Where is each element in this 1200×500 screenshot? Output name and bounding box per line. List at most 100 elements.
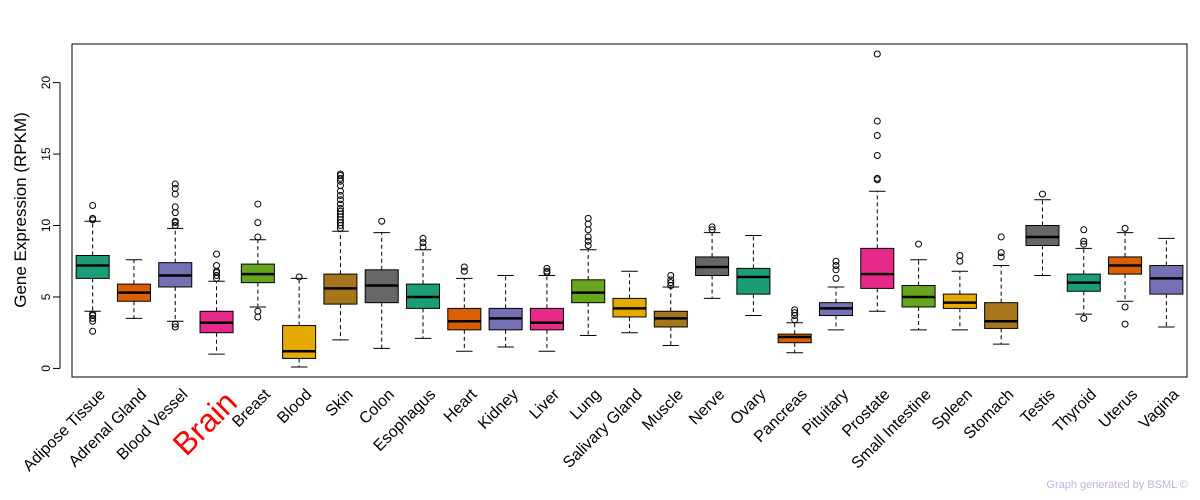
box-salivary-gland — [612, 270, 647, 334]
box-breast — [240, 200, 275, 321]
outlier-point — [1038, 190, 1046, 198]
box-heart — [447, 263, 482, 352]
box-skin — [323, 170, 358, 341]
outlier-point — [89, 310, 97, 318]
outlier-point — [667, 276, 675, 284]
box-brain — [199, 250, 234, 355]
outlier-point — [336, 204, 344, 212]
outlier-point — [336, 207, 344, 215]
box-iqr — [1025, 225, 1060, 247]
outlier-point — [1080, 226, 1088, 234]
outlier-point — [254, 219, 262, 227]
outlier-point — [213, 250, 221, 258]
outlier-point — [1121, 303, 1129, 311]
box-iqr — [736, 267, 771, 295]
outlier-point — [171, 222, 179, 230]
box-liver — [529, 264, 564, 352]
outlier-point — [832, 274, 840, 282]
box-iqr — [1149, 265, 1184, 295]
outlier-point — [667, 279, 675, 287]
outlier-point — [832, 262, 840, 270]
boxes-layer — [75, 50, 1184, 368]
outlier-point — [873, 131, 881, 139]
outlier-point — [1080, 237, 1088, 245]
outlier-point — [336, 200, 344, 208]
outlier-point — [956, 252, 964, 260]
y-axis-label: Gene Expression (RPKM) — [11, 112, 30, 308]
x-tick-label: Uterus — [1096, 386, 1141, 431]
outlier-point — [336, 181, 344, 189]
box-blood — [282, 273, 317, 368]
x-tick-label: Liver — [527, 386, 564, 423]
outlier-point — [873, 174, 881, 182]
credit-footer: Graph generated by BSML © — [1046, 479, 1188, 491]
box-adipose-tissue — [75, 201, 110, 335]
outlier-point — [336, 196, 344, 204]
x-tick-label: Vagina — [1136, 386, 1182, 432]
box-iqr — [571, 279, 606, 304]
box-colon — [364, 217, 399, 349]
outlier-point — [584, 233, 592, 241]
outlier-point — [997, 233, 1005, 241]
outlier-point — [1080, 240, 1088, 248]
outlier-point — [584, 237, 592, 245]
outlier-point — [997, 249, 1005, 257]
y-axis: 0 5 10 15 20 — [39, 76, 61, 372]
outlier-point — [584, 214, 592, 222]
outlier-point — [1121, 224, 1129, 232]
outlier-point — [336, 191, 344, 199]
box-iqr — [529, 307, 564, 331]
box-iqr — [447, 307, 482, 331]
outlier-point — [832, 266, 840, 274]
box-pituitary — [818, 257, 853, 331]
outlier-point — [171, 190, 179, 198]
box-iqr — [75, 255, 110, 279]
outlier-point — [171, 203, 179, 211]
outlier-point — [956, 257, 964, 265]
outlier-point — [254, 313, 262, 321]
outlier-point — [171, 217, 179, 225]
y-tick-label: 5 — [39, 293, 53, 300]
outlier-point — [254, 200, 262, 208]
box-iqr — [860, 247, 895, 289]
box-iqr — [777, 333, 812, 344]
box-prostate — [860, 50, 895, 312]
outlier-point — [460, 267, 468, 275]
outlier-point — [419, 243, 427, 251]
outlier-point — [336, 187, 344, 195]
x-tick-label: Skin — [323, 386, 357, 420]
box-kidney — [488, 275, 523, 348]
box-iqr — [984, 302, 1019, 329]
box-stomach — [984, 233, 1019, 345]
outlier-point — [213, 272, 221, 280]
outlier-point — [1121, 320, 1129, 328]
outlier-point — [667, 272, 675, 280]
outlier-point — [89, 201, 97, 209]
box-small-intestine — [901, 240, 936, 331]
outlier-point — [791, 316, 799, 324]
outlier-point — [419, 239, 427, 247]
outlier-point — [378, 217, 386, 225]
outlier-point — [873, 117, 881, 125]
box-ovary — [736, 235, 771, 317]
box-adrenal-gland — [116, 259, 151, 319]
outlier-point — [584, 242, 592, 250]
box-blood-vessel — [158, 180, 193, 331]
outlier-point — [873, 151, 881, 159]
x-tick-label: Muscle — [639, 386, 687, 434]
box-iqr — [942, 293, 977, 309]
outlier-point — [336, 174, 344, 182]
x-tick-label: Blood — [274, 386, 315, 427]
box-pancreas — [777, 306, 812, 354]
box-uterus — [1108, 224, 1143, 328]
outlier-point — [832, 257, 840, 265]
outlier-point — [254, 307, 262, 315]
outlier-point — [873, 50, 881, 58]
box-thyroid — [1066, 226, 1101, 322]
y-tick-label: 10 — [39, 219, 53, 233]
outlier-point — [89, 314, 97, 322]
box-muscle — [653, 272, 688, 347]
outlier-point — [460, 263, 468, 271]
